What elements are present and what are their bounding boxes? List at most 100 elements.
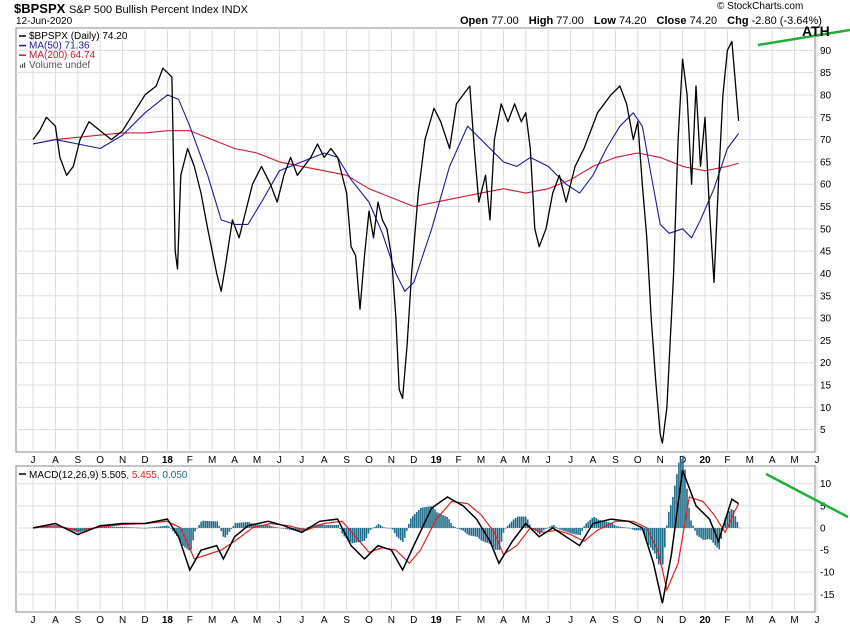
price-ytick-label: 80 bbox=[820, 90, 832, 101]
ohlc-readout: Open 77.00 High 77.00 Low 74.20 Close 74… bbox=[460, 15, 822, 27]
macd-histogram-bar bbox=[157, 526, 160, 528]
macd-histogram-bar bbox=[131, 527, 134, 528]
macd-histogram-bar bbox=[412, 516, 414, 528]
price-xtick-label: M bbox=[522, 455, 530, 466]
price-xtick-label: 20 bbox=[699, 455, 711, 466]
price-xtick-label: O bbox=[365, 455, 373, 466]
macd-histogram-bar bbox=[305, 527, 307, 529]
price-ytick-label: 35 bbox=[820, 291, 832, 302]
macd-histogram-bar bbox=[61, 527, 63, 529]
price-ytick-label: 40 bbox=[820, 269, 832, 280]
macd-histogram-bar bbox=[611, 523, 614, 528]
macd-histogram-bar bbox=[260, 524, 263, 528]
macd-histogram-bar bbox=[601, 520, 604, 528]
macd-histogram-bar bbox=[458, 527, 460, 529]
macd-histogram-bar bbox=[609, 522, 612, 528]
macd-histogram-bar bbox=[347, 527, 350, 541]
macd-histogram-bar bbox=[581, 527, 583, 532]
chart-date: 12-Jun-2020 bbox=[16, 16, 73, 27]
macd-histogram-bar bbox=[438, 513, 440, 528]
macd-histogram-bar bbox=[151, 527, 154, 528]
macd-histogram-bar bbox=[141, 527, 144, 529]
macd-histogram-bar bbox=[194, 527, 196, 532]
macd-histogram-bar bbox=[647, 527, 650, 545]
macd-histogram-bar bbox=[186, 527, 188, 549]
macd-histogram-bar bbox=[202, 520, 204, 528]
macd-histogram-bar bbox=[240, 522, 243, 528]
macd-histogram-bar bbox=[287, 527, 289, 530]
price-xtick-label: S bbox=[343, 455, 350, 466]
ath-trendline bbox=[757, 28, 850, 47]
macd-histogram-bar bbox=[510, 521, 513, 528]
macd-histogram-bar bbox=[164, 525, 166, 528]
macd-histogram-bar bbox=[333, 524, 335, 528]
macd-histogram-bar bbox=[545, 527, 547, 529]
high-label: High bbox=[528, 15, 554, 27]
macd-histogram-bar bbox=[385, 527, 388, 529]
macd-histogram-bar bbox=[274, 526, 277, 528]
price-xtick-label: A bbox=[590, 455, 597, 466]
macd-histogram-bar bbox=[327, 524, 329, 528]
macd-histogram-bar bbox=[524, 516, 527, 528]
macd-histogram-bar bbox=[373, 526, 376, 528]
macd-histogram-bar bbox=[674, 485, 676, 528]
macd-histogram-bar bbox=[690, 520, 692, 528]
macd-xtick-label: M bbox=[208, 615, 216, 626]
macd-histogram-bar bbox=[508, 523, 511, 528]
macd-histogram-bar bbox=[661, 527, 664, 565]
price-xtick-label: M bbox=[477, 455, 485, 466]
macd-histogram-bar bbox=[299, 527, 301, 532]
macd-histogram-bar bbox=[135, 527, 138, 529]
macd-histogram-bar bbox=[488, 527, 491, 544]
macd-xtick-label: A bbox=[231, 615, 238, 626]
macd-histogram-bar bbox=[147, 527, 150, 529]
price-xtick-label: A bbox=[231, 455, 238, 466]
watermark: © StockCharts.com bbox=[717, 1, 804, 12]
macd-histogram-bar bbox=[278, 527, 281, 529]
open-label: Open bbox=[460, 15, 489, 27]
macd-histogram-bar bbox=[355, 527, 358, 543]
macd-histogram-bar bbox=[664, 527, 666, 548]
macd-histogram-bar bbox=[321, 524, 323, 528]
macd-xtick-label: A bbox=[321, 615, 328, 626]
price-xtick-label: A bbox=[769, 455, 776, 466]
macd-histogram-bar bbox=[375, 525, 378, 528]
macd-histogram-bar bbox=[482, 527, 485, 542]
macd-xtick-label: A bbox=[500, 615, 507, 626]
legend-volume-swatch bbox=[24, 62, 26, 68]
macd-histogram-bar bbox=[119, 526, 122, 528]
macd-histogram-bar bbox=[591, 518, 594, 528]
price-xtick-label: N bbox=[388, 455, 395, 466]
macd-histogram-bar bbox=[337, 524, 340, 528]
macd-histogram-bar bbox=[228, 527, 231, 532]
macd-legend-part: , 0.050 bbox=[157, 470, 188, 481]
macd-histogram-bar bbox=[234, 523, 237, 528]
macd-histogram-bar bbox=[587, 521, 589, 528]
macd-histogram-bar bbox=[182, 527, 184, 546]
price-ytick-label: 75 bbox=[820, 113, 832, 124]
price-xtick-label: 19 bbox=[431, 455, 443, 466]
macd-ytick-label: 0 bbox=[820, 523, 826, 534]
macd-histogram-bar bbox=[603, 521, 606, 528]
macd-trendline bbox=[765, 472, 849, 519]
macd-histogram-bar bbox=[325, 524, 327, 528]
signal-line bbox=[32, 496, 740, 592]
ma50-line bbox=[32, 94, 740, 292]
macd-xtick-label: M bbox=[253, 615, 261, 626]
macd-histogram-bar bbox=[45, 526, 47, 528]
legend-volume-swatch bbox=[22, 63, 24, 68]
macd-histogram-bar bbox=[109, 526, 112, 528]
macd-ytick-label: -5 bbox=[820, 546, 829, 557]
macd-histogram-bar bbox=[212, 521, 215, 528]
macd-histogram-bar bbox=[188, 527, 190, 551]
macd-histogram-bar bbox=[577, 527, 579, 535]
macd-histogram-bar bbox=[573, 527, 575, 535]
open-value: 77.00 bbox=[491, 15, 519, 27]
price-xtick-label: M bbox=[790, 455, 798, 466]
macd-xtick-label: M bbox=[477, 615, 485, 626]
macd-histogram-bar bbox=[103, 526, 106, 528]
macd-histogram-bar bbox=[476, 527, 479, 537]
macd-xtick-label: M bbox=[522, 615, 530, 626]
macd-histogram-bar bbox=[59, 526, 61, 528]
macd-histogram-bar bbox=[172, 527, 174, 532]
